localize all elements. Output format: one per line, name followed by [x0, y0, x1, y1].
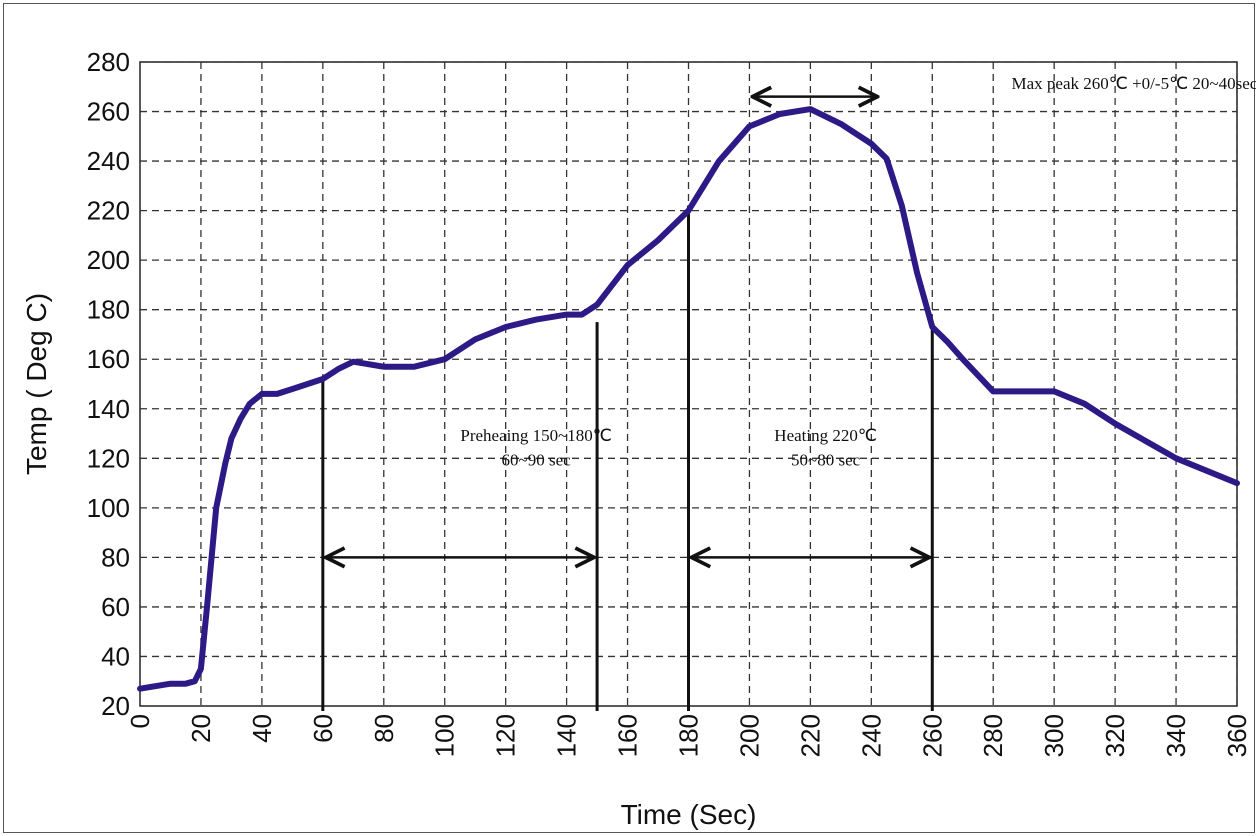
- y-tick-label: 180: [87, 295, 130, 325]
- annotation-label: Max peak 260℃ +0/-5℃ 20~40sec: [1012, 74, 1256, 93]
- x-tick-label: 40: [247, 714, 277, 743]
- x-tick-label: 340: [1161, 714, 1191, 757]
- x-tick-label: 220: [795, 714, 825, 757]
- temperature-profile-line: [137, 106, 1240, 692]
- y-tick-label: 120: [87, 443, 130, 473]
- y-tick-label: 80: [101, 542, 130, 572]
- chart-frame: 20 40 60 80 100 120 140 160 180 200 220 240 260 280 0 2…: [3, 3, 1256, 833]
- x-tick-label: 20: [186, 714, 216, 743]
- x-tick-label: 320: [1100, 714, 1130, 757]
- x-tick-label: 100: [430, 714, 460, 757]
- x-tick-label: 160: [613, 714, 643, 757]
- x-tick-label: 240: [856, 714, 886, 757]
- y-tick-label: 40: [101, 641, 130, 671]
- y-tick-label: 20: [101, 691, 130, 721]
- y-tick-label: 200: [87, 245, 130, 275]
- annotation-label: Preheaing 150~180℃: [460, 426, 612, 445]
- y-tick-label: 280: [87, 47, 130, 77]
- annotation-label: 50~80 sec: [791, 451, 861, 470]
- y-axis-title: Temp ( Deg C): [21, 293, 52, 475]
- x-tick-label: 300: [1039, 714, 1069, 757]
- y-tick-label: 60: [101, 592, 130, 622]
- x-tick-label: 120: [491, 714, 521, 757]
- y-tick-label: 160: [87, 344, 130, 374]
- x-tick-label: 80: [369, 714, 399, 743]
- x-tick-label: 260: [917, 714, 947, 757]
- x-tick-label: 280: [978, 714, 1008, 757]
- x-tick-label: 180: [674, 714, 704, 757]
- y-tick-label: 240: [87, 146, 130, 176]
- x-tick-label: 0: [125, 714, 155, 728]
- x-axis-title: Time (Sec): [621, 799, 757, 830]
- annotation-label: 60~90 sec: [502, 451, 572, 470]
- y-tick-label: 140: [87, 394, 130, 424]
- y-tick-label: 260: [87, 97, 130, 127]
- y-tick-label: 220: [87, 196, 130, 226]
- x-tick-label: 60: [308, 714, 338, 743]
- x-tick-label: 360: [1222, 714, 1252, 757]
- annotation-label: Heating 220℃: [774, 426, 877, 445]
- y-tick-label: 100: [87, 493, 130, 523]
- x-tick-label: 200: [734, 714, 764, 757]
- x-tick-label: 140: [552, 714, 582, 757]
